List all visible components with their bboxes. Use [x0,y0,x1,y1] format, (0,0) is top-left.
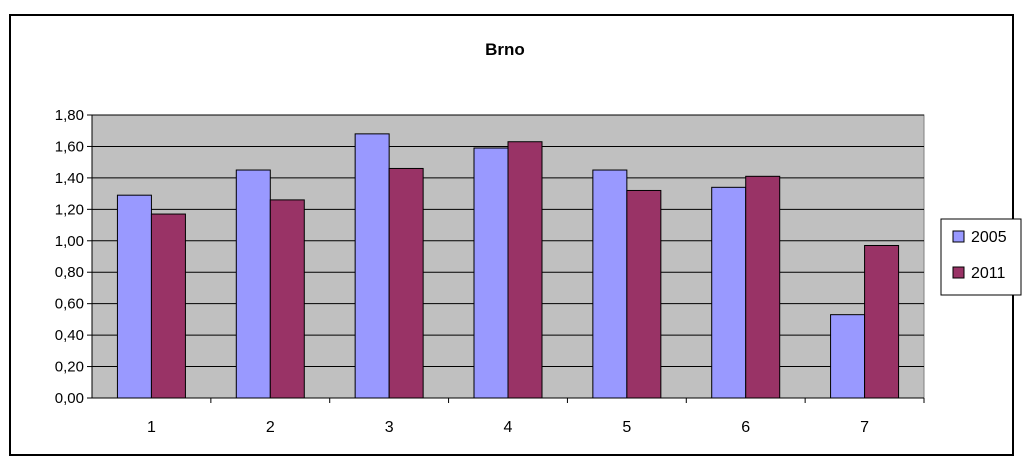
y-tick-label: 1,00 [55,233,84,250]
bar-2005-1 [116,194,152,399]
y-tick-label: 1,40 [55,170,84,187]
y-tick-label: 0,80 [55,264,84,281]
legend-swatch-2011 [952,266,965,279]
x-tick-label: 4 [504,419,513,436]
chart-title: Brno [485,40,525,59]
bar-2005-7 [830,314,866,399]
y-tick-label: 1,60 [55,138,84,155]
bar-2011-3 [388,167,424,399]
y-tick-label: 0,20 [55,359,84,376]
y-tick-label: 0,40 [55,327,84,344]
x-tick-label: 2 [266,419,275,436]
bar-2011-1 [150,213,186,399]
bar-2005-2 [235,169,271,399]
bars [116,133,900,399]
bar-2005-4 [473,147,509,399]
y-tick-label: 1,20 [55,201,84,218]
legend: 2005 2011 [940,218,1022,296]
bar-2011-2 [269,199,305,399]
x-tick-label: 1 [147,419,156,436]
bar-2011-5 [626,189,662,399]
bar-2005-5 [592,169,628,399]
bar-2011-7 [864,244,900,399]
legend-swatch-2005 [952,230,965,243]
legend-label-2005: 2005 [971,229,1007,246]
legend-label-2011: 2011 [971,265,1006,282]
y-tick-label: 0,60 [55,296,84,313]
axes: 0,00 0,20 0,40 0,60 0,80 1,00 1,20 1,40 1,60 1,80… [55,107,925,436]
x-tick-label: 3 [385,419,394,436]
bar-2011-4 [507,141,543,399]
x-tick-label: 6 [741,419,750,436]
bar-2005-3 [354,133,390,399]
bar-2011-6 [745,175,781,399]
x-tick-label: 7 [860,419,869,436]
bar-2005-6 [711,186,747,399]
y-tick-label: 1,80 [55,107,84,124]
x-tick-label: 5 [622,419,631,436]
y-tick-label: 0,00 [55,390,84,407]
